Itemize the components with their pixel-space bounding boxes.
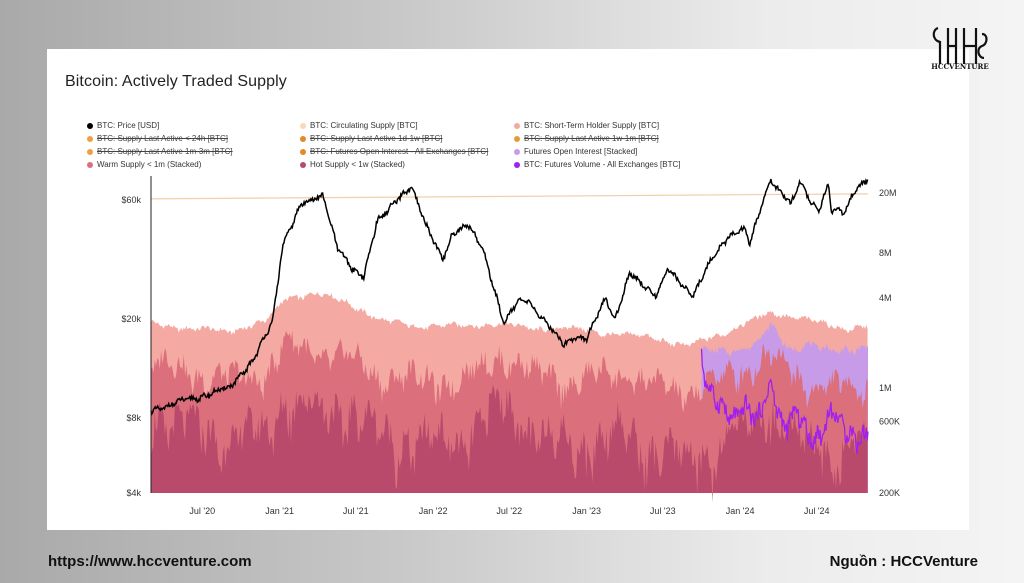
y-left-tick-label: $60k: [121, 195, 141, 205]
legend-swatch: [300, 148, 306, 155]
legend-item[interactable]: Hot Supply < 1w (Stacked): [300, 160, 405, 169]
legend-label: BTC: Supply Last Active 1w-1m [BTC]: [524, 134, 659, 143]
footer-source: Nguồn : HCCVenture: [829, 553, 978, 570]
legend-label: BTC: Price [USD]: [97, 121, 160, 130]
legend-item[interactable]: BTC: Futures Open Interest - All Exchang…: [300, 147, 488, 156]
y-right-tick-label: 4M: [879, 293, 892, 303]
legend-label: Hot Supply < 1w (Stacked): [310, 160, 405, 169]
legend-swatch: [87, 161, 93, 168]
legend-item[interactable]: BTC: Supply Last Active 1w-1m [BTC]: [514, 134, 659, 143]
legend-swatch: [514, 135, 520, 142]
y-right-tick-label: 20M: [879, 188, 897, 198]
legend-label: BTC: Supply Last Active 1m-3m [BTC]: [97, 147, 233, 156]
y-left-tick-label: $4k: [126, 488, 141, 498]
legend-swatch: [87, 135, 93, 142]
y-left-tick-label: $20k: [121, 314, 141, 324]
legend-swatch: [514, 148, 520, 155]
x-tick-label: Jul '20: [189, 506, 215, 516]
x-tick-label: Jan '21: [265, 506, 294, 516]
x-tick-label: Jul '21: [343, 506, 369, 516]
x-tick-label: Jan '22: [419, 506, 448, 516]
legend-swatch: [300, 135, 306, 142]
x-tick-label: Jul '24: [804, 506, 830, 516]
legend-label: BTC: Supply Last Active 1d-1w [BTC]: [310, 134, 443, 143]
legend-label: Futures Open Interest [Stacked]: [524, 147, 638, 156]
legend-item[interactable]: Warm Supply < 1m (Stacked): [87, 160, 201, 169]
circulating-supply-line: [150, 193, 869, 200]
price-line: [150, 177, 869, 416]
x-tick-label: Jul '23: [650, 506, 676, 516]
legend-item[interactable]: BTC: Short-Term Holder Supply [BTC]: [514, 121, 659, 130]
legend-swatch: [514, 122, 520, 129]
legend-label: BTC: Futures Open Interest - All Exchang…: [310, 147, 489, 156]
legend-item[interactable]: BTC: Supply Last Active 1m-3m [BTC]: [87, 147, 233, 156]
legend-item[interactable]: Futures Open Interest [Stacked]: [514, 147, 637, 156]
y-left-tick-label: $8k: [126, 413, 141, 423]
legend-item[interactable]: BTC: Price [USD]: [87, 121, 159, 130]
legend-item[interactable]: BTC: Supply Last Active 1d-1w [BTC]: [300, 134, 443, 143]
y-right-tick-label: 600K: [879, 416, 900, 426]
x-tick-label: Jan '24: [726, 506, 755, 516]
futures-volume-line: [700, 348, 869, 455]
y-right-tick-label: 200K: [879, 488, 900, 498]
legend-swatch: [87, 122, 93, 129]
y-right-tick-label: 1M: [879, 383, 892, 393]
legend-label: BTC: Futures Volume - All Exchanges [BTC…: [524, 160, 681, 169]
chart-legend: BTC: Price [USD] BTC: Circulating Supply …: [87, 121, 947, 173]
legend-label: BTC: Circulating Supply [BTC]: [310, 121, 418, 130]
x-tick-label: Jan '23: [572, 506, 601, 516]
y-right-tick-label: 8M: [879, 248, 892, 258]
legend-label: BTC: Supply Last Active < 24h [BTC]: [97, 134, 228, 143]
legend-swatch: [514, 161, 520, 168]
logo-text: HCCVENTURE: [931, 62, 989, 71]
legend-swatch: [87, 148, 93, 155]
legend-item[interactable]: BTC: Supply Last Active < 24h [BTC]: [87, 134, 228, 143]
footer-url[interactable]: https://www.hccventure.com: [48, 553, 252, 570]
legend-item[interactable]: BTC: Circulating Supply [BTC]: [300, 121, 418, 130]
chart-title: Bitcoin: Actively Traded Supply: [65, 73, 287, 90]
hccventure-logo: [932, 26, 988, 64]
legend-item[interactable]: BTC: Futures Volume - All Exchanges [BTC…: [514, 160, 681, 169]
legend-label: Warm Supply < 1m (Stacked): [97, 160, 202, 169]
legend-swatch: [300, 122, 306, 129]
legend-label: BTC: Short-Term Holder Supply [BTC]: [524, 121, 660, 130]
hot-supply-area: [151, 384, 868, 503]
x-tick-label: Jul '22: [496, 506, 522, 516]
legend-swatch: [300, 161, 306, 168]
